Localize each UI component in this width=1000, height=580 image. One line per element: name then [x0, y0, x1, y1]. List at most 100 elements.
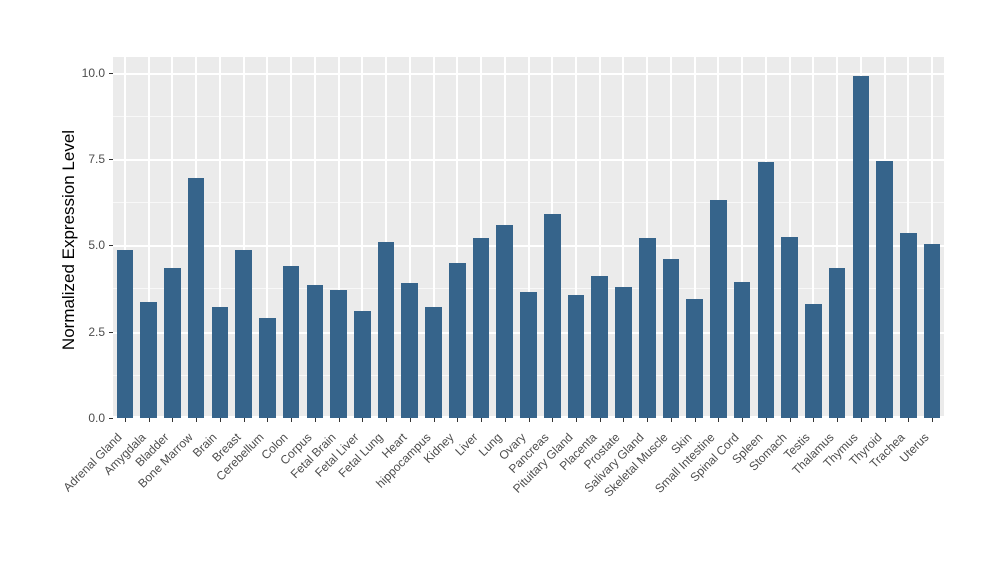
x-tick-mark: [148, 418, 150, 422]
x-tick-mark: [718, 418, 720, 422]
gridline-x-major: [574, 57, 577, 418]
bar: [425, 307, 442, 418]
x-tick-mark: [884, 418, 886, 422]
bar: [733, 281, 751, 418]
bar: [591, 276, 609, 418]
bar: [710, 200, 727, 418]
x-tick-mark: [457, 418, 459, 422]
x-tick-mark: [219, 418, 221, 422]
x-tick-mark: [765, 418, 767, 422]
bar: [448, 262, 466, 418]
x-tick-mark: [362, 418, 364, 422]
bar: [235, 250, 252, 418]
x-tick-mark: [552, 418, 554, 422]
bar: [187, 177, 205, 418]
y-tick-mark: [109, 158, 113, 160]
x-tick-mark: [124, 418, 126, 422]
bar: [377, 241, 395, 418]
x-tick-mark: [670, 418, 672, 422]
gridline-x-major: [646, 57, 649, 418]
bar: [472, 238, 490, 418]
x-tick-mark: [409, 418, 411, 422]
bar: [757, 162, 775, 418]
x-tick-mark: [291, 418, 293, 422]
gridline-x-major: [741, 57, 744, 418]
bar: [306, 285, 324, 418]
gridline-y-major: [113, 158, 944, 161]
gridline-x-major: [123, 57, 126, 418]
gridline-y-major: [113, 72, 944, 75]
gridline-x-major: [456, 57, 459, 418]
bar: [852, 76, 870, 418]
y-tick-mark: [109, 331, 113, 333]
x-tick-mark: [267, 418, 269, 422]
gridline-x-major: [361, 57, 364, 418]
gridline-x-major: [812, 57, 815, 418]
bar: [259, 317, 276, 418]
bar: [662, 259, 680, 418]
x-tick-mark: [528, 418, 530, 422]
gridline-y-minor: [113, 115, 944, 117]
x-tick-mark: [481, 418, 482, 422]
gridline-y-minor: [113, 202, 944, 204]
gridline-x-major: [218, 57, 221, 418]
x-tick-mark: [932, 418, 934, 422]
bar: [211, 307, 229, 418]
x-tick-mark: [314, 418, 316, 422]
x-tick-mark: [243, 418, 245, 422]
x-tick-mark: [386, 418, 388, 422]
bar: [353, 310, 371, 418]
x-tick-mark: [694, 418, 696, 422]
gridline-y-minor: [113, 288, 944, 290]
bar: [496, 224, 514, 418]
bar: [615, 286, 632, 418]
bar: [543, 214, 561, 418]
gridline-x-major: [147, 57, 150, 418]
gridline-x-major: [527, 57, 530, 418]
y-tick-mark: [109, 418, 113, 419]
x-tick-mark: [742, 418, 744, 422]
gridline-x-major: [693, 57, 696, 418]
x-tick-mark: [789, 418, 791, 422]
gridline-x-major: [266, 57, 269, 418]
bar: [401, 283, 419, 418]
bar: [828, 267, 846, 418]
gridline-x-major: [337, 57, 340, 418]
x-tick-mark: [837, 418, 839, 422]
y-tick-label: 0.0: [88, 411, 105, 425]
gridline-x-major: [290, 57, 293, 418]
bar: [282, 266, 300, 418]
x-tick-mark: [813, 418, 815, 422]
y-tick-label: 2.5: [88, 324, 105, 339]
bar: [686, 298, 703, 418]
bar: [116, 250, 134, 418]
gridline-x-major: [480, 57, 482, 418]
x-tick-mark: [504, 418, 506, 422]
y-tick-label: 7.5: [88, 151, 105, 166]
gridline-x-major: [408, 57, 411, 418]
gridline-x-major: [171, 57, 174, 418]
x-tick-mark: [860, 418, 862, 422]
gridline-x-major: [931, 57, 934, 418]
bar: [900, 233, 917, 418]
gridline-x-major: [836, 57, 839, 418]
x-tick-mark: [433, 418, 435, 422]
bar: [140, 302, 157, 418]
bar: [638, 238, 656, 418]
bar: [923, 243, 941, 418]
x-tick-mark: [623, 418, 625, 422]
bar: [805, 304, 822, 418]
y-tick-label: 5.0: [88, 238, 105, 253]
x-tick-mark: [196, 418, 198, 422]
gridline-x-major: [622, 57, 625, 418]
bar: [781, 236, 798, 418]
gridline-x-major: [598, 57, 601, 418]
bar: [520, 291, 537, 418]
bar: [567, 295, 585, 418]
x-tick-mark: [575, 418, 577, 422]
bar: [330, 290, 347, 418]
gridline-x-major: [385, 57, 388, 418]
bar: [164, 267, 181, 418]
gridline-x-major: [432, 57, 435, 418]
